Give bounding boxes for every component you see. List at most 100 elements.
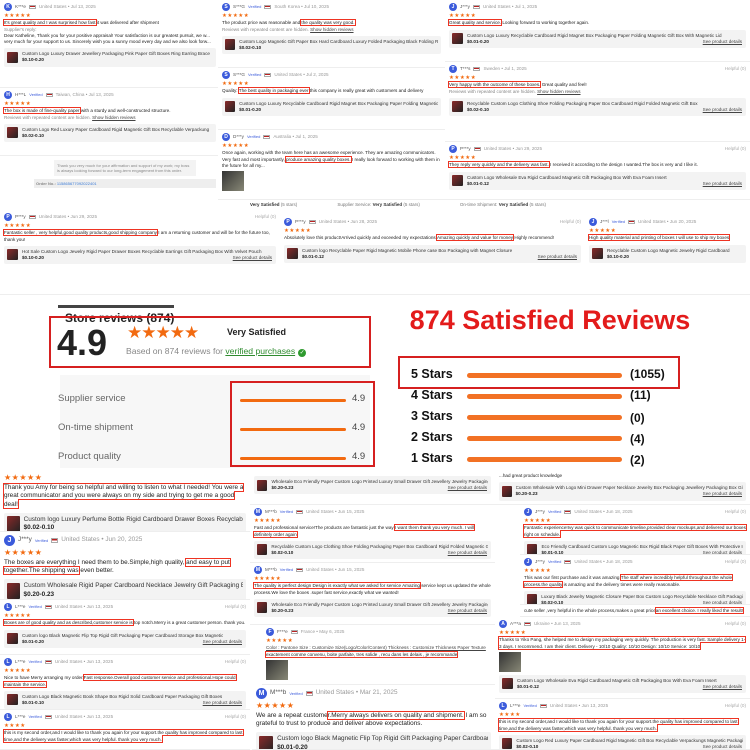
product-card[interactable]: Custom Logo Luxury Recyclable Cardboard … — [449, 29, 746, 48]
product-card[interactable]: Eco Friendly Cardboard Custom Logo Magne… — [524, 540, 746, 555]
see-product-details-link[interactable]: See product details — [447, 485, 487, 491]
review-text-rest: even better. — [78, 567, 114, 575]
star-level-count: (2) — [630, 453, 645, 467]
see-product-details-link[interactable]: See product details — [702, 549, 742, 555]
product-name[interactable]: Custom Wholesale With Logo Mini Drawer P… — [515, 485, 743, 491]
product-card[interactable]: Wholesale Eco Friendly Paper Custom Logo… — [254, 476, 491, 495]
see-product-details-link[interactable]: See product details — [202, 638, 242, 644]
product-card[interactable]: Wholesale Eco Friendly Paper Custom Logo… — [254, 598, 491, 618]
see-product-details-link[interactable]: See product details — [447, 607, 487, 613]
see-product-details-link[interactable]: See product details — [702, 106, 742, 112]
product-card[interactable]: Custom Wholesale Rigid Paper Cardboard N… — [4, 579, 246, 599]
helpful-button[interactable]: Helpful (0) — [224, 713, 246, 719]
product-name[interactable]: Recyclable Custom Logo Clothing Shoe Fol… — [271, 543, 488, 549]
product-card[interactable]: Custom logo Luxury Perfume Bottle Rigid … — [4, 512, 246, 531]
verified-purchases-link[interactable]: verified purchases — [225, 346, 296, 356]
product-name[interactable]: Custom Logo Wholesale Eva Rigid Cardboar… — [467, 174, 667, 180]
product-card[interactable]: Custom Wholesale With Logo Mini Drawer P… — [499, 482, 746, 501]
product-card[interactable]: Custom Logo Red Luxury Paper Cardboard R… — [4, 123, 216, 143]
product-name[interactable]: Custom Logo Luxury Recyclable Cardboard … — [467, 32, 722, 38]
order-link[interactable]: 115865677092022401 — [56, 181, 97, 186]
see-product-details-link[interactable]: See product details — [702, 38, 742, 44]
product-price: $0.01-0.10 — [541, 549, 564, 555]
product-name[interactable]: Custom Logo Luxury Drawer Jewellery Pack… — [22, 51, 210, 57]
review-meta: United States • Jun 28, 2025 — [318, 218, 378, 224]
see-product-details-link[interactable]: See product details — [202, 699, 242, 705]
product-thumbnail — [7, 249, 18, 261]
product-price: $0.20-0.23 — [515, 491, 538, 497]
product-card[interactable]: Custom logo Black Magnetic Flip Top Rigi… — [256, 732, 491, 750]
product-name[interactable]: Custom Logo Wholesale Eva Rigid Cardboar… — [517, 677, 717, 683]
product-card[interactable]: Recyclable Custom Logo Clothing Shoe Fol… — [449, 97, 746, 117]
see-product-details-link[interactable]: See product details — [537, 253, 577, 259]
review-meta: United States • Jun 15, 2025 — [306, 566, 365, 572]
show-hidden-reviews-link[interactable]: Show hidden reviews — [537, 88, 581, 94]
product-name[interactable]: Custom Logo Black Magnetic Book Shape Bo… — [22, 693, 223, 699]
product-card[interactable]: Recyclable Custom Logo Clothing Shoe Fol… — [254, 540, 491, 560]
product-name[interactable]: Hot Sale Custom Logo Jewelry Rigid Paper… — [22, 248, 262, 254]
product-name[interactable]: Recyclable Custom Logo Magnetic Jewelry … — [607, 247, 730, 253]
product-card[interactable]: Custom Logo Luxury Drawer Jewellery Pack… — [4, 48, 216, 67]
helpful-button[interactable]: Helpful (0) — [724, 65, 746, 71]
product-card[interactable]: Recyclable Custom Logo Magnetic Jewelry … — [589, 244, 746, 263]
see-product-details-link[interactable]: See product details — [702, 180, 742, 186]
product-name[interactable]: Custom Wholesale Rigid Paper Cardboard N… — [23, 582, 243, 590]
see-product-details-link[interactable]: See product details — [232, 254, 272, 260]
helpful-button[interactable]: Helpful (0) — [724, 508, 746, 514]
review-header: A A***a Ukraine • Jun 13, 2025 Helpful (0) — [499, 620, 746, 628]
helpful-button[interactable]: Helpful (0) — [724, 620, 746, 626]
product-card[interactable]: Custom Logo Wholesale Eva Rigid Cardboar… — [449, 171, 746, 190]
product-name[interactable]: Eco Friendly Cardboard Custom Logo Magne… — [541, 543, 743, 549]
see-product-details-link[interactable]: See product details — [702, 743, 742, 749]
product-card[interactable]: Custom logo Black Magnetic Flip Top Rigi… — [4, 629, 246, 648]
review-photo[interactable] — [499, 651, 521, 672]
review-text-plain: We are a repeat custome — [256, 711, 328, 719]
helpful-button[interactable]: Helpful (0) — [559, 218, 581, 224]
helpful-button[interactable]: Helpful (0) — [254, 213, 276, 219]
avatar: L — [499, 702, 507, 710]
product-name[interactable]: Wholesale Eco Friendly Paper Custom Logo… — [271, 601, 488, 607]
review-card: ...had great product knowledge Custom Who… — [495, 470, 750, 505]
see-product-details-link[interactable]: See product details — [702, 683, 742, 689]
product-card[interactable]: Luxury Black Jewelry Magnetic Closure Pa… — [524, 590, 746, 605]
product-name[interactable]: Custom Logo Luxury Recyclable Cardboard … — [239, 100, 438, 106]
sub-ratings — [60, 375, 370, 468]
product-name[interactable]: Luxury Black Jewelry Magnetic Closure Pa… — [541, 593, 743, 599]
star-level-label: 1 Stars — [411, 451, 453, 465]
helpful-button[interactable]: Helpful (0) — [224, 603, 246, 609]
star-level-label: 2 Stars — [411, 430, 453, 444]
product-name[interactable]: Recyclable Custom Logo Clothing Shoe Fol… — [467, 100, 698, 106]
see-product-details-link[interactable]: See product details — [702, 599, 742, 605]
see-product-details-link[interactable]: See product details — [447, 549, 487, 555]
show-hidden-reviews-link[interactable]: Show hidden reviews — [92, 114, 136, 120]
product-name[interactable]: Custom Logo Red Luxury Paper Cardboard R… — [516, 737, 743, 743]
product-card[interactable]: Custom Logo Black Magnetic Book Shape Bo… — [4, 690, 246, 709]
review-photo[interactable] — [266, 659, 288, 680]
helpful-button[interactable]: Helpful (0) — [224, 658, 246, 664]
review-photo[interactable] — [222, 170, 244, 191]
product-info: Custom Logo Wholesale Eva Rigid Cardboar… — [467, 175, 667, 187]
product-name[interactable]: Custom Logo Magnetic Gift Paper Box Hard… — [239, 38, 438, 44]
product-card[interactable]: Custom logo Recyclable Paper Rigid Magne… — [284, 244, 581, 263]
product-name[interactable]: Custom logo Black Magnetic Flip Top Rigi… — [277, 735, 488, 743]
product-card[interactable]: Custom Logo Wholesale Eva Rigid Cardboar… — [499, 674, 746, 694]
helpful-button[interactable]: Helpful (0) — [724, 145, 746, 151]
product-name[interactable]: Custom logo Black Magnetic Flip Top Rigi… — [22, 632, 224, 638]
reviewer-name: P***y — [295, 218, 306, 224]
product-name[interactable]: Wholesale Eco Friendly Paper Custom Logo… — [271, 479, 488, 484]
product-name[interactable]: Custom logo Luxury Perfume Bottle Rigid … — [23, 515, 243, 523]
verified-badge: Verified — [28, 604, 42, 610]
product-name[interactable]: Custom logo Recyclable Paper Rigid Magne… — [302, 247, 513, 253]
product-name[interactable]: Custom Logo Red Luxury Paper Cardboard R… — [22, 126, 210, 132]
product-price: $0.01-0.20 — [277, 743, 308, 750]
see-product-details-link[interactable]: See product details — [702, 491, 742, 497]
review-meta: United States • Jun 13, 2025 — [54, 658, 114, 664]
helpful-button[interactable]: Helpful (0) — [724, 558, 746, 564]
show-hidden-reviews-link[interactable]: Show hidden reviews — [310, 26, 354, 32]
hidden-reviews-note: Reviews with repeated content are hidden… — [222, 27, 441, 33]
product-card[interactable]: Custom Logo Luxury Recyclable Cardboard … — [222, 97, 441, 116]
product-card[interactable]: Custom Logo Red Luxury Paper Cardboard R… — [499, 734, 746, 749]
helpful-button[interactable]: Helpful (0) — [724, 702, 746, 708]
product-card[interactable]: Custom Logo Magnetic Gift Paper Box Hard… — [222, 35, 441, 55]
product-card[interactable]: Hot Sale Custom Logo Jewelry Rigid Paper… — [4, 245, 276, 265]
